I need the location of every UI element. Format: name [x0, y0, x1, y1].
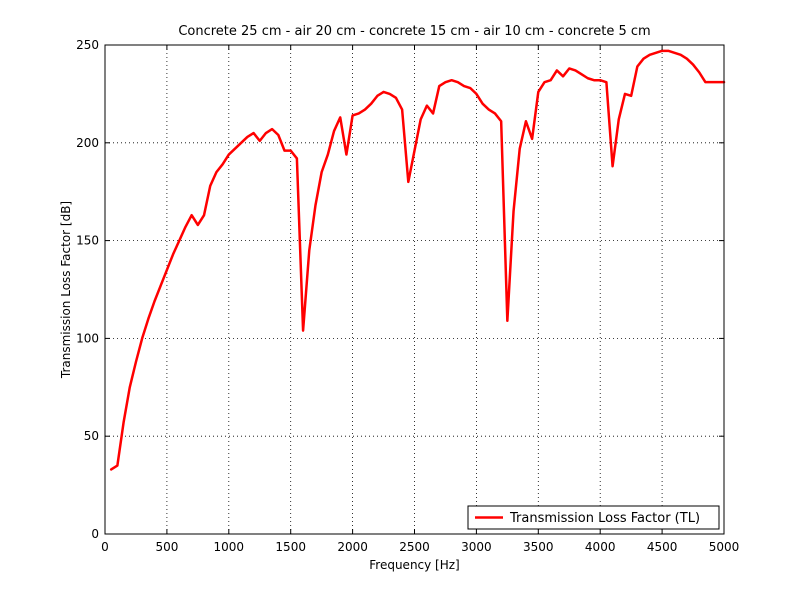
x-tick-label: 2500 — [399, 540, 430, 554]
series-layer — [109, 49, 726, 471]
chart-title: Concrete 25 cm - air 20 cm - concrete 15… — [178, 24, 650, 39]
ticks: 0 500 1000 1500 2000 2500 3000 3500 4000 4500 5000… — [76, 38, 739, 554]
legend-entry: Transmission Loss Factor (TL) — [509, 511, 700, 526]
y-tick-label: 100 — [76, 331, 99, 345]
x-tick-label: 4000 — [585, 540, 616, 554]
y-axis-label: Transmission Loss Factor [dB] — [59, 201, 73, 379]
x-tick-label: 3500 — [523, 540, 554, 554]
x-tick-label: 0 — [101, 540, 109, 554]
y-tick-label: 150 — [76, 234, 99, 248]
x-tick-label: 5000 — [709, 540, 740, 554]
y-tick-label: 0 — [91, 527, 99, 541]
x-tick-label: 4500 — [647, 540, 678, 554]
y-tick-label: 250 — [76, 38, 99, 52]
x-tick-label: 2000 — [337, 540, 368, 554]
x-tick-label: 1500 — [275, 540, 306, 554]
y-tick-label: 50 — [84, 429, 99, 443]
x-tick-label: 500 — [155, 540, 178, 554]
legend-box — [467, 505, 720, 530]
legend: Transmission Loss Factor (TL) — [467, 505, 720, 530]
series-line-transmission-loss — [109, 49, 726, 471]
y-tick-label: 200 — [76, 136, 99, 150]
x-axis-label: Frequency [Hz] — [369, 558, 460, 572]
x-tick-label: 3000 — [461, 540, 492, 554]
x-tick-label: 1000 — [214, 540, 245, 554]
grid — [105, 45, 724, 534]
